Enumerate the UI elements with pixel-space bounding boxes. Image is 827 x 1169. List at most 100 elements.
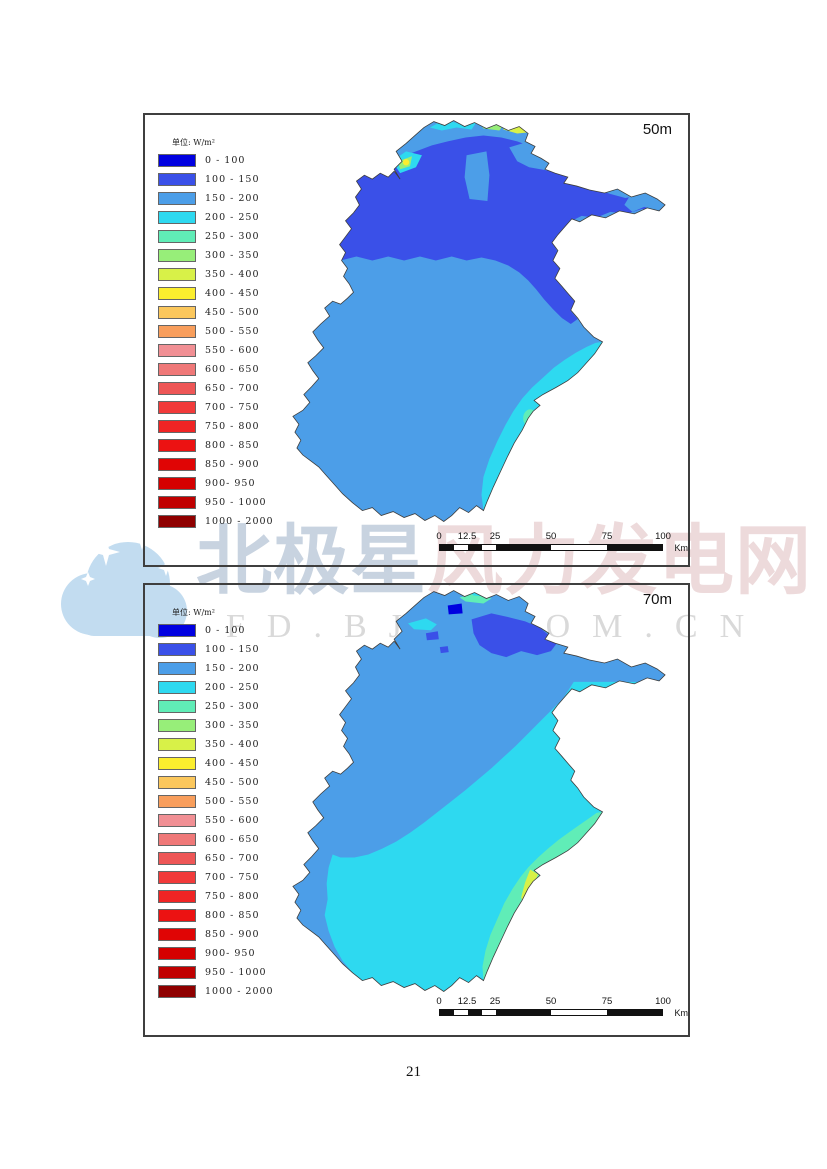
- legend-range-label: 750 - 800: [205, 891, 260, 902]
- region-100-150-patch: [471, 613, 557, 658]
- legend-row: 750 - 800: [158, 887, 274, 906]
- legend-range-label: 700 - 750: [205, 872, 260, 883]
- legend-row: 200 - 250: [158, 678, 274, 697]
- scale-bar-ticks: 0 12.5 25 50 75 100: [436, 531, 671, 542]
- legend-swatch: [158, 477, 196, 490]
- scale-bar-tick: 25: [489, 531, 501, 542]
- legend-range-label: 250 - 300: [205, 701, 260, 712]
- legend-unit-label: 单位: W/m²: [172, 608, 215, 617]
- legend-swatch: [158, 496, 196, 509]
- legend-row: 900- 950: [158, 474, 274, 493]
- legend-row: 100 - 150: [158, 640, 274, 659]
- legend-row: 700 - 750: [158, 398, 274, 417]
- legend-range-label: 400 - 450: [205, 758, 260, 769]
- legend-range-label: 600 - 650: [205, 834, 260, 845]
- legend-row: 900- 950: [158, 944, 274, 963]
- legend-swatch: [158, 738, 196, 751]
- legend-range-label: 450 - 500: [205, 777, 260, 788]
- legend-swatch: [158, 287, 196, 300]
- legend-range-label: 0 - 100: [205, 625, 246, 636]
- cloud-stars-logo-icon: [61, 530, 187, 638]
- legend-range-label: 800 - 850: [205, 910, 260, 921]
- legend-row: 800 - 850: [158, 436, 274, 455]
- legend: 单位: W/m² 0 - 100 100 - 150 150 - 200 200 - …: [158, 607, 274, 1001]
- legend-range-label: 150 - 200: [205, 193, 260, 204]
- legend-row: 300 - 350: [158, 246, 274, 265]
- legend-range-label: 900- 950: [205, 948, 256, 959]
- scale-bar-segment: [481, 545, 496, 550]
- legend-row: 550 - 600: [158, 811, 274, 830]
- legend-swatch: [158, 268, 196, 281]
- scale-bar-unit: Km: [674, 1008, 689, 1018]
- legend-range-label: 300 - 350: [205, 250, 260, 261]
- watermark-title: 北极星风力发电网: [196, 522, 812, 602]
- legend-row: 350 - 400: [158, 735, 274, 754]
- legend-rows: 0 - 100 100 - 150 150 - 200 200 - 250 250 - …: [158, 151, 274, 531]
- legend-range-label: 550 - 600: [205, 345, 260, 356]
- region-100-150-spot: [425, 631, 439, 641]
- scale-bar-tick: 100: [655, 996, 671, 1007]
- legend-range-label: 950 - 1000: [205, 967, 267, 978]
- scale-bar: 0 12.5 25 50 75 100 Km: [436, 531, 688, 557]
- legend-range-label: 700 - 750: [205, 402, 260, 413]
- legend-range-label: 0 - 100: [205, 155, 246, 166]
- legend-swatch: [158, 363, 196, 376]
- region-150-200-patch: [464, 151, 490, 201]
- watermark-title-part2: 风力发电网: [427, 519, 812, 604]
- region-0-100-spot: [447, 603, 463, 615]
- legend-swatch: [158, 662, 196, 675]
- legend-swatch: [158, 401, 196, 414]
- legend-swatch: [158, 515, 196, 528]
- legend-row: 400 - 450: [158, 284, 274, 303]
- legend-range-label: 750 - 800: [205, 421, 260, 432]
- legend-swatch: [158, 173, 196, 186]
- legend-range-label: 350 - 400: [205, 269, 260, 280]
- legend-swatch: [158, 306, 196, 319]
- legend-row: 650 - 700: [158, 379, 274, 398]
- region-outline: [292, 590, 666, 992]
- legend-row: 300 - 350: [158, 716, 274, 735]
- legend-row: 550 - 600: [158, 341, 274, 360]
- map-height-label-70m: 70m: [642, 591, 672, 608]
- legend-row: 200 - 250: [158, 208, 274, 227]
- scale-bar-tick: 75: [601, 996, 613, 1007]
- legend-range-label: 650 - 700: [205, 383, 260, 394]
- legend-swatch: [158, 154, 196, 167]
- map-panel-50m: 50m 单位: W/m² 0 - 100 100 - 150 150 - 200 20…: [143, 113, 690, 567]
- legend-row: 850 - 900: [158, 455, 274, 474]
- legend-swatch: [158, 643, 196, 656]
- legend-row: 600 - 650: [158, 360, 274, 379]
- legend-range-label: 400 - 450: [205, 288, 260, 299]
- scale-bar-segment: [551, 545, 607, 550]
- region-coastal-200-250: [481, 341, 603, 511]
- legend-rows: 0 - 100 100 - 150 150 - 200 200 - 250 250 - …: [158, 621, 274, 1001]
- legend-swatch: [158, 814, 196, 827]
- scale-bar-tick: 25: [489, 996, 501, 1007]
- scale-bar-tick: 12.5: [457, 996, 477, 1007]
- legend-row: 400 - 450: [158, 754, 274, 773]
- legend-row: 250 - 300: [158, 697, 274, 716]
- legend-swatch: [158, 458, 196, 471]
- legend-range-label: 100 - 150: [205, 644, 260, 655]
- scale-bar-tick: 50: [545, 531, 557, 542]
- scale-bar-unit: Km: [674, 543, 689, 553]
- legend-row: 600 - 650: [158, 830, 274, 849]
- legend-range-label: 200 - 250: [205, 682, 260, 693]
- scale-bar-segment: [467, 545, 482, 550]
- scale-bar-segment: [453, 1010, 468, 1015]
- legend-swatch: [158, 325, 196, 338]
- legend: 单位: W/m² 0 - 100 100 - 150 150 - 200 200 - …: [158, 137, 274, 531]
- legend-swatch: [158, 833, 196, 846]
- legend-swatch: [158, 871, 196, 884]
- map-height-label-50m: 50m: [642, 121, 672, 138]
- legend-row: 750 - 800: [158, 417, 274, 436]
- legend-range-label: 500 - 550: [205, 796, 260, 807]
- legend-range-label: 150 - 200: [205, 663, 260, 674]
- legend-range-label: 900- 950: [205, 478, 256, 489]
- legend-swatch: [158, 344, 196, 357]
- legend-row: 500 - 550: [158, 322, 274, 341]
- legend-swatch: [158, 909, 196, 922]
- legend-range-label: 300 - 350: [205, 720, 260, 731]
